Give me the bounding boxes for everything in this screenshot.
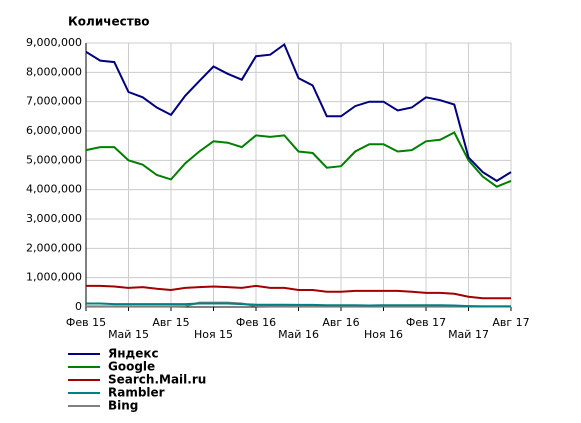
x-tick-label: Авг 17 [492,316,529,329]
x-tick-label: Май 15 [108,328,149,341]
legend-label: Bing [108,399,138,413]
x-tick-label: Фев 17 [406,316,446,329]
series-line [86,301,511,308]
legend-label: Яндекс [108,347,159,361]
y-tick-label: 1,000,000 [26,271,82,284]
x-tick-label: Ноя 16 [364,328,403,341]
chart-title: Количество [68,15,150,29]
x-tick-label: Фев 15 [66,316,106,329]
y-tick-label: 6,000,000 [26,124,82,137]
series-line [85,131,512,188]
series-line [86,284,511,300]
y-tick-label: 8,000,000 [26,65,82,78]
y-tick-label: 0 [75,300,82,313]
y-tick-label: 4,000,000 [26,183,82,196]
y-tick-label: 7,000,000 [26,95,82,108]
y-tick-label: 3,000,000 [26,212,82,225]
legend-label: Google [108,360,155,374]
x-tick-label: Авг 15 [152,316,189,329]
x-tick-label: Авг 16 [322,316,359,329]
x-tick-label: Фев 16 [236,316,276,329]
y-tick-label: 5,000,000 [26,153,82,166]
x-tick-label: Май 16 [278,328,319,341]
x-tick-label: Ноя 15 [194,328,233,341]
series-line [85,42,512,183]
legend-label: Rambler [108,386,165,400]
y-tick-label: 9,000,000 [26,36,82,49]
y-tick-label: 2,000,000 [26,241,82,254]
series-line [86,302,511,308]
x-tick-label: Май 17 [448,328,489,341]
legend-label: Search.Mail.ru [108,373,206,387]
